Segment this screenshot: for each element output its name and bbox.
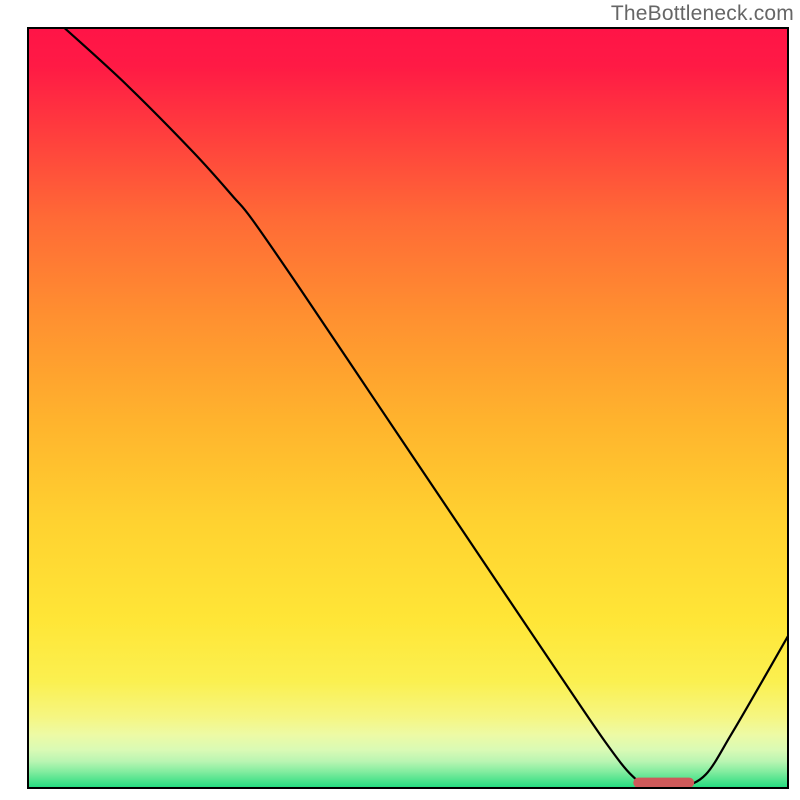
gradient-background [28, 28, 788, 788]
chart-svg [0, 0, 800, 800]
chart-container: { "watermark": { "text": "TheBottleneck.… [0, 0, 800, 800]
